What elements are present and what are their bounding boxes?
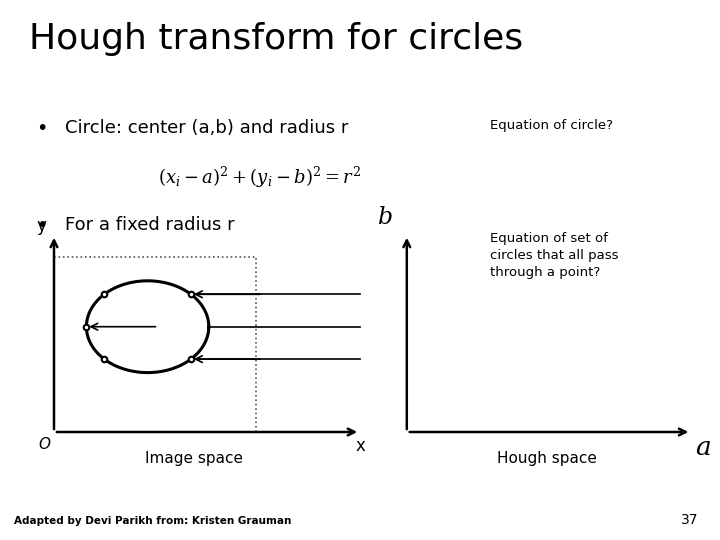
Text: Circle: center (a,b) and radius r: Circle: center (a,b) and radius r	[65, 119, 348, 137]
Text: Hough transform for circles: Hough transform for circles	[29, 22, 523, 56]
Text: Hough space: Hough space	[498, 451, 597, 466]
Text: y: y	[37, 217, 47, 235]
Text: $b$: $b$	[377, 206, 392, 230]
Text: $a$: $a$	[695, 435, 711, 461]
Text: 37: 37	[681, 512, 698, 526]
Text: Image space: Image space	[145, 451, 243, 466]
Text: $(x_i-a)^2+(y_i-b)^2=r^2$: $(x_i-a)^2+(y_i-b)^2=r^2$	[158, 165, 361, 190]
Text: Equation of set of
circles that all pass
through a point?: Equation of set of circles that all pass…	[490, 232, 618, 279]
Text: O: O	[38, 437, 50, 453]
Text: •: •	[36, 216, 48, 235]
Text: x: x	[355, 437, 365, 455]
Text: For a fixed radius r: For a fixed radius r	[65, 216, 235, 234]
Text: •: •	[36, 119, 48, 138]
Text: Adapted by Devi Parikh from: Kristen Grauman: Adapted by Devi Parikh from: Kristen Gra…	[14, 516, 292, 526]
Text: Equation of circle?: Equation of circle?	[490, 119, 613, 132]
